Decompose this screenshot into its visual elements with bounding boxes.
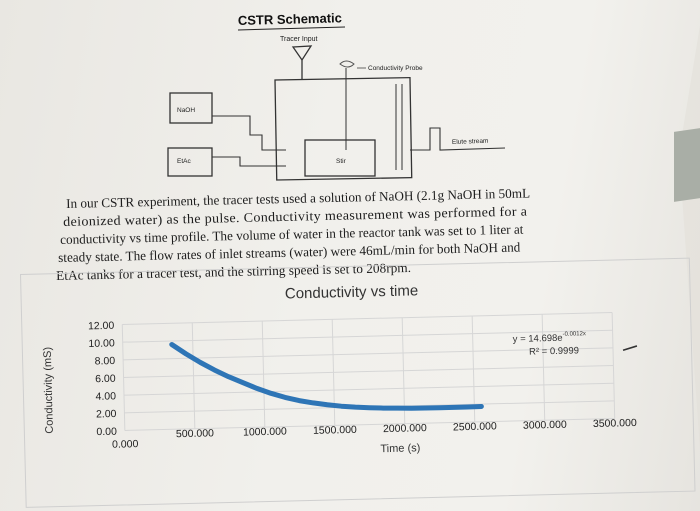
y-tick-label: 8.00 [95,355,116,367]
tracer-funnel [291,45,313,62]
chart-grid [121,312,616,431]
y-tick-label: 6.00 [95,373,116,385]
elute-pipe [410,127,506,151]
x-tick-label: 2000.000 [383,422,427,435]
chart-title: Conductivity vs time [285,282,419,302]
tracer-input-label: Tracer Input [280,36,318,43]
title-underline [237,26,346,31]
naoh-label: NaOH [177,107,195,114]
etac-feed-pipe [212,156,286,167]
y-gridline [122,329,613,343]
y-gridline [122,312,613,326]
stir-box [304,139,376,177]
stirrer-motor [339,60,355,68]
equation-base: y = 14.698e [513,333,563,345]
series-line [169,342,484,411]
equation-exponent: -0.0012x [562,331,585,338]
conductivity-probe-label: Conductivity Probe [368,65,423,72]
x-tick-label: 0.000 [112,438,139,451]
x-tick-label: 1000.000 [243,426,287,439]
conductivity-chart: 0.00 2.00 4.00 6.00 8.00 10.00 12.00 0.000 500.0… [20,257,696,508]
naoh-tank [169,92,213,124]
trendline-equation: y = 14.698e-0.0012x [513,331,587,345]
y-gridline [123,365,614,379]
x-tick-label: 2500.000 [453,420,497,433]
y-tick-label: 0.00 [96,426,117,438]
chart-y-axis-label: Conductivity (mS) [42,347,56,434]
x-tick-label: 3000.000 [523,419,567,432]
reactor-tank [274,76,413,181]
trendline-leader [622,345,638,352]
elute-stream-label: Elute stream [452,138,489,146]
x-tick-label: 3500.000 [593,417,637,430]
y-tick-label: 4.00 [95,390,116,402]
etac-label: EtAc [177,158,191,165]
x-tick-label: 500.000 [176,427,214,440]
y-gridline [123,347,613,361]
y-gridline [123,382,614,396]
y-tick-label: 10.00 [88,337,115,350]
naoh-feed-pipe [212,115,286,151]
y-gridline [124,418,615,431]
y-tick-label: 2.00 [96,408,117,420]
r-squared-label: R² = 0.9999 [529,345,579,357]
cstr-schematic: CSTR Schematic Tracer Input Conductivity… [167,10,506,181]
schematic-title: CSTR Schematic [238,10,342,28]
etac-tank [167,147,213,177]
y-tick-label: 12.00 [88,320,115,333]
chart-marks: 0.00 2.00 4.00 6.00 8.00 10.00 12.00 0.000 500.0… [88,320,637,451]
x-tick-label: 1500.000 [313,424,357,437]
stir-label: Stir [336,158,347,165]
chart-x-axis-label: Time (s) [380,442,420,455]
chart-canvas: 0.00 2.00 4.00 6.00 8.00 10.00 12.00 0.000 500.0… [42,282,638,455]
